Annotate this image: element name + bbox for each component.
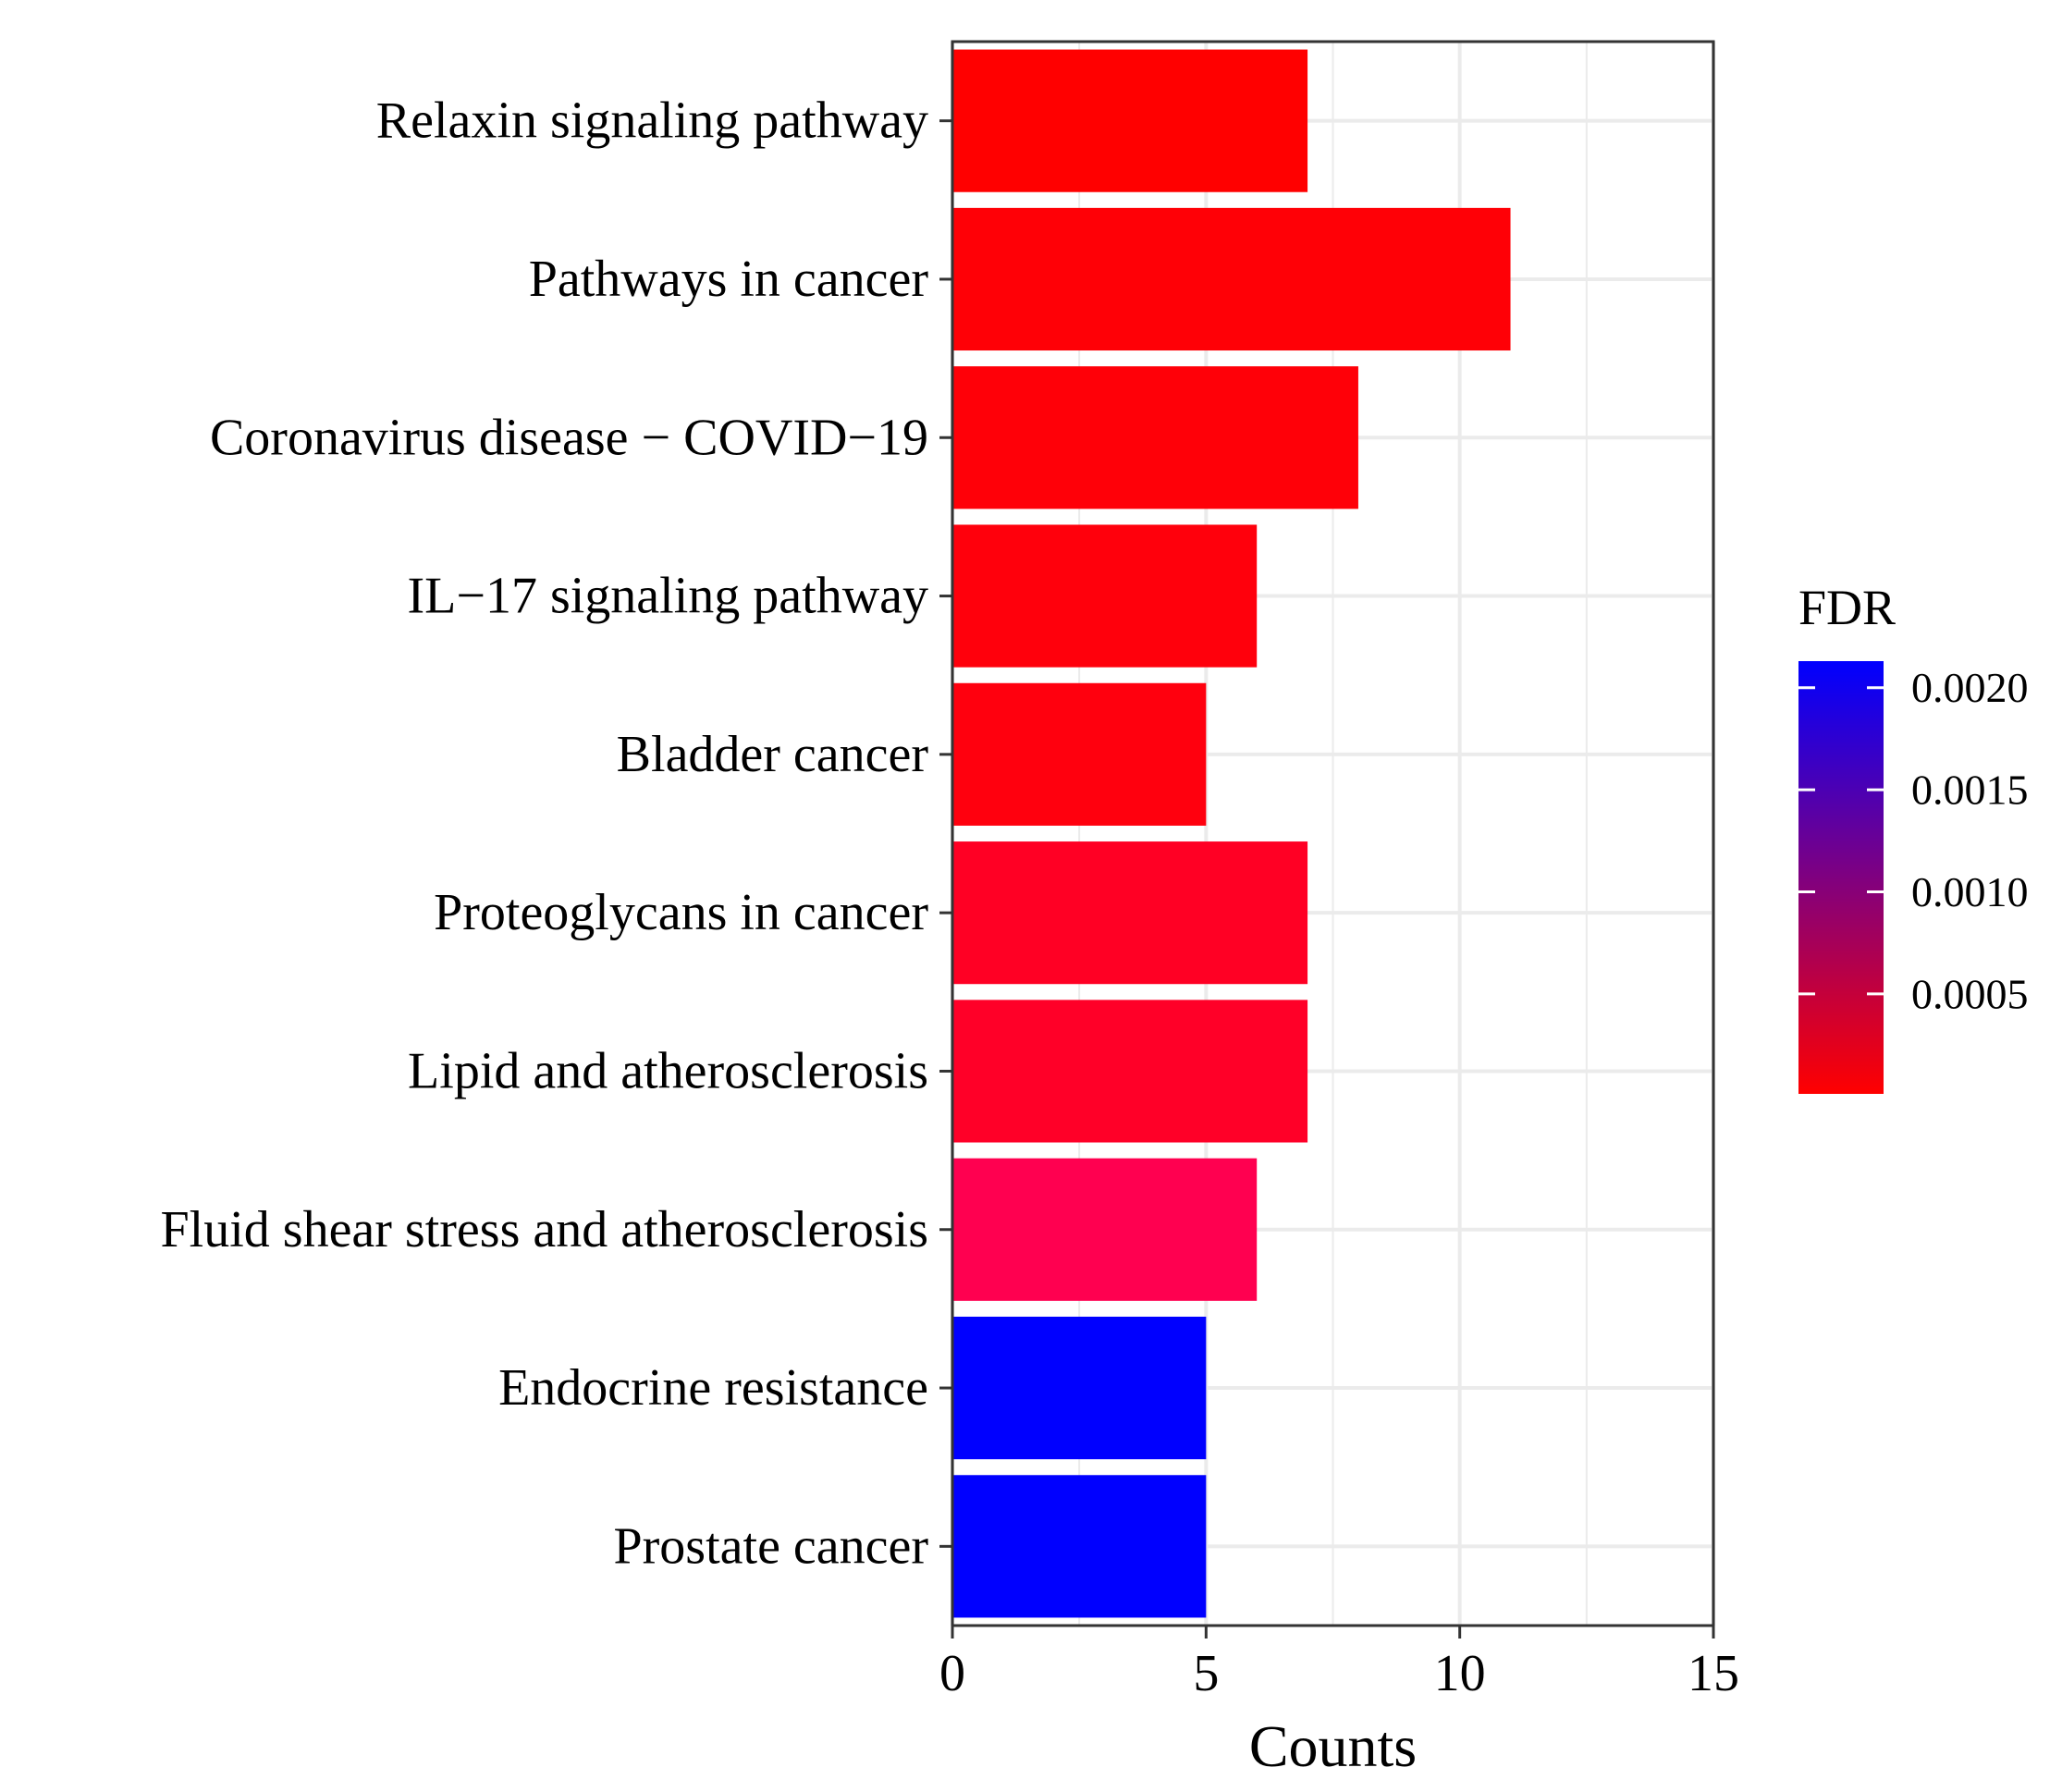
bar-endocrine-resistance [952,1316,1207,1460]
category-label-lipid-and-atherosclerosis: Lipid and atherosclerosis [408,1042,928,1099]
category-label-bladder-cancer: Bladder cancer [617,726,929,783]
bar-lipid-and-atherosclerosis [952,1000,1308,1143]
bars [952,49,1511,1618]
bar-proteoglycans-in-cancer [952,841,1308,985]
x-tick-label: 10 [1434,1645,1486,1702]
x-tick-label: 15 [1688,1645,1739,1702]
plot-panel-border [951,40,1715,1627]
legend-tick-label: 0.0020 [1911,664,2029,711]
x-tick-label: 0 [939,1645,965,1702]
bar-fluid-shear-stress-and-atherosclerosis [952,1158,1258,1301]
bar-prostate-cancer [952,1475,1207,1618]
y-axis-ticks: Relaxin signaling pathway Pathways in can… [161,92,952,1575]
category-label-il-17-signaling-pathway: IL−17 signaling pathway [408,568,928,625]
bar-il-17-signaling-pathway [952,524,1258,668]
category-label-proteoglycans-in-cancer: Proteoglycans in cancer [434,884,928,941]
x-tick-label: 5 [1193,1645,1219,1702]
x-axis-ticks: 0 5 10 15 [939,1626,1739,1702]
x-axis-title: Counts [1249,1713,1417,1779]
category-label-pathways-in-cancer: Pathways in cancer [529,251,929,308]
legend-tick-label: 0.0015 [1911,767,2029,814]
bar-bladder-cancer [952,682,1207,826]
category-label-coronavirus-disease-covid-19: Coronavirus disease − COVID−19 [210,409,928,466]
legend-tick-label: 0.0005 [1911,970,2029,1017]
bar-coronavirus-disease-covid-19 [952,366,1358,509]
category-label-endocrine-resistance: Endocrine resistance [498,1359,928,1417]
bar-relaxin-signaling-pathway [952,49,1308,192]
legend-ticks: 0.0020 0.0015 0.0010 0.0005 [1798,664,2029,1017]
legend: FDR 0.0020 0.0015 0.0010 0.0005 [1798,580,2029,1094]
legend-tick-label: 0.0010 [1911,868,2029,915]
legend-title: FDR [1798,580,1896,635]
category-label-relaxin-signaling-pathway: Relaxin signaling pathway [376,92,928,150]
bar-pathways-in-cancer [952,207,1511,351]
category-label-fluid-shear-stress-and-atherosclerosis: Fluid shear stress and atherosclerosis [161,1201,928,1258]
legend-colorbar [1798,661,1884,1094]
category-label-prostate-cancer: Prostate cancer [614,1517,929,1575]
